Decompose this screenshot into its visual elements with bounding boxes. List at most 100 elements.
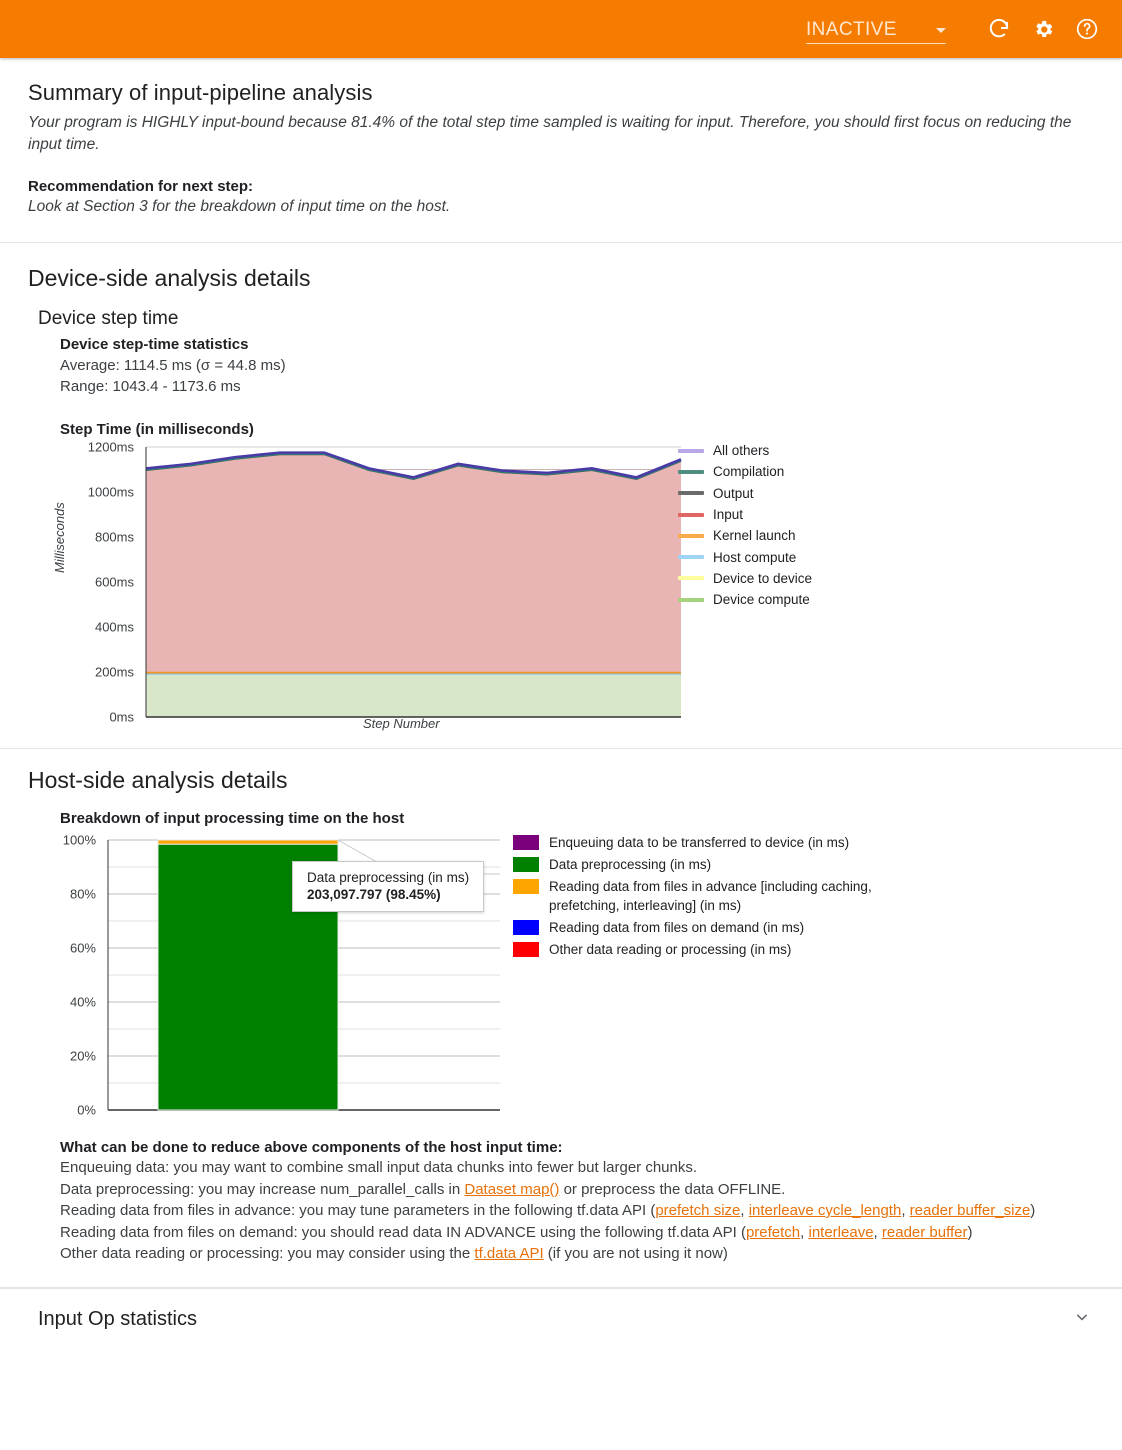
recommendation-label: Recommendation for next step: xyxy=(28,178,254,195)
advice-link[interactable]: prefetch xyxy=(745,1223,801,1241)
summary-title: Summary of input-pipeline analysis xyxy=(28,80,373,105)
legend-label: Input xyxy=(713,507,744,523)
advice-link[interactable]: Dataset map() xyxy=(464,1180,560,1198)
advice-link[interactable]: prefetch size xyxy=(655,1202,741,1219)
legend-swatch xyxy=(678,469,704,474)
chevron-down-icon xyxy=(936,28,946,33)
legend-swatch xyxy=(513,920,539,935)
legend-label: Device compute xyxy=(713,592,810,608)
chevron-down-icon[interactable] xyxy=(1072,1307,1092,1332)
host-breakdown-chart[interactable]: 0% 20% 40% 60% 80% 100% Data preprocessing (i… xyxy=(28,831,1088,1131)
svg-text:400ms: 400ms xyxy=(95,620,135,635)
legend-label: Reading data from files in advance [incl… xyxy=(549,879,872,913)
legend-item[interactable]: Compilation xyxy=(678,461,812,482)
svg-text:40%: 40% xyxy=(70,995,96,1010)
stats-range: Range: 1043.4 - 1173.6 ms xyxy=(60,378,241,395)
legend-item[interactable]: Enqueuing data to be transferred to devi… xyxy=(513,833,879,852)
legend-item[interactable]: Reading data from files in advance [incl… xyxy=(513,877,879,915)
step-time-chart-title: Step Time (in milliseconds) xyxy=(60,421,254,438)
legend-item[interactable]: Output xyxy=(678,483,812,504)
svg-text:100%: 100% xyxy=(63,833,97,848)
summary-section: Summary of input-pipeline analysis Your … xyxy=(0,58,1122,243)
device-section-title: Device-side analysis details xyxy=(28,265,311,291)
svg-text:800ms: 800ms xyxy=(95,530,135,545)
device-side-section: Device-side analysis details Device step… xyxy=(0,243,1122,749)
tooltip-value: 203,097.797 (98.45%) xyxy=(307,887,441,902)
legend-swatch xyxy=(678,512,704,517)
advice-line: Other data reading or processing: you ma… xyxy=(60,1245,728,1262)
refresh-icon[interactable] xyxy=(982,12,1016,46)
legend-label: Host compute xyxy=(713,549,797,565)
legend-item[interactable]: All others xyxy=(678,440,812,461)
legend-label: All others xyxy=(713,443,770,459)
svg-text:200ms: 200ms xyxy=(95,665,135,680)
legend-label: Device to device xyxy=(713,570,813,586)
step-chart-plot[interactable]: 0ms 200ms 400ms 600ms 800ms 1000ms 1200ms xyxy=(38,438,698,728)
host-advice-block: What can be done to reduce above compone… xyxy=(60,1139,1094,1265)
svg-text:1000ms: 1000ms xyxy=(88,485,135,500)
device-step-time-statistics: Device step-time statistics Average: 111… xyxy=(60,336,1094,397)
host-side-section: Host-side analysis details Breakdown of … xyxy=(0,749,1122,1288)
legend-swatch xyxy=(678,555,704,560)
legend-item[interactable]: Device to device xyxy=(678,568,812,589)
device-step-time-title: Device step time xyxy=(38,308,179,329)
stats-average: Average: 1114.5 ms (σ = 44.8 ms) xyxy=(60,357,286,374)
legend-label: Data preprocessing (in ms) xyxy=(549,857,712,872)
advice-link[interactable]: interleave cycle_length xyxy=(748,1202,902,1219)
legend-label: Reading data from files on demand (in ms… xyxy=(549,920,805,935)
legend-swatch xyxy=(678,448,704,453)
tooltip-label: Data preprocessing (in ms) xyxy=(307,870,470,885)
svg-text:1200ms: 1200ms xyxy=(88,440,135,455)
run-selector-value: INACTIVE xyxy=(806,19,897,40)
legend-item[interactable]: Other data reading or processing (in ms) xyxy=(513,940,879,959)
advice-link[interactable]: interleave xyxy=(808,1223,874,1241)
summary-body: Your program is HIGHLY input-bound becau… xyxy=(28,114,1072,153)
step-chart-ylabel: Milliseconds xyxy=(52,502,67,573)
host-chart-legend: Enqueuing data to be transferred to devi… xyxy=(513,833,879,962)
gear-icon[interactable] xyxy=(1026,12,1060,46)
advice-link[interactable]: reader buffer_size xyxy=(909,1202,1031,1219)
svg-text:80%: 80% xyxy=(70,887,96,902)
advice-line: Enqueuing data: you may want to combine … xyxy=(60,1159,698,1176)
legend-item[interactable]: Reading data from files on demand (in ms… xyxy=(513,918,879,937)
advice-lines: Enqueuing data: you may want to combine … xyxy=(60,1157,1094,1265)
host-chart-title: Breakdown of input processing time on th… xyxy=(60,810,405,827)
step-chart-xlabel: Step Number xyxy=(363,716,440,731)
legend-swatch xyxy=(678,576,704,581)
input-op-statistics-panel[interactable]: Input Op statistics xyxy=(0,1287,1122,1350)
legend-item[interactable]: Device compute xyxy=(678,589,812,610)
advice-line: Reading data from files on demand: you s… xyxy=(60,1223,973,1241)
run-selector[interactable]: INACTIVE xyxy=(806,14,946,44)
advice-link[interactable]: reader buffer xyxy=(881,1223,968,1241)
legend-swatch xyxy=(678,597,704,602)
legend-label: Output xyxy=(713,485,754,501)
svg-text:600ms: 600ms xyxy=(95,575,135,590)
legend-swatch xyxy=(513,857,539,872)
legend-swatch xyxy=(678,533,704,538)
advice-link[interactable]: tf.data API xyxy=(474,1245,544,1262)
step-chart-legend: All others Compilation Output Input Kernel l… xyxy=(678,440,812,610)
advice-line: Data preprocessing: you may increase num… xyxy=(60,1180,786,1198)
panel-title: Input Op statistics xyxy=(38,1307,197,1330)
recommendation-body: Look at Section 3 for the breakdown of i… xyxy=(28,198,451,215)
legend-label: Compilation xyxy=(713,464,785,480)
advice-line: Reading data from files in advance: you … xyxy=(60,1202,1036,1219)
chart-tooltip: Data preprocessing (in ms) 203,097.797 (… xyxy=(292,861,485,912)
svg-text:0ms: 0ms xyxy=(109,710,134,725)
step-time-chart[interactable]: Milliseconds 0ms 200ms 400ms 600ms 800ms 1000… xyxy=(38,438,918,738)
svg-text:20%: 20% xyxy=(70,1049,96,1064)
legend-item[interactable]: Kernel launch xyxy=(678,525,812,546)
legend-item[interactable]: Data preprocessing (in ms) xyxy=(513,855,879,874)
legend-item[interactable]: Input xyxy=(678,504,812,525)
top-toolbar: INACTIVE xyxy=(0,0,1122,58)
svg-text:60%: 60% xyxy=(70,941,96,956)
legend-label: Other data reading or processing (in ms) xyxy=(549,942,792,957)
stats-heading: Device step-time statistics xyxy=(60,336,249,353)
help-icon[interactable] xyxy=(1070,12,1104,46)
legend-swatch xyxy=(513,879,539,894)
advice-heading: What can be done to reduce above compone… xyxy=(60,1139,563,1156)
legend-label: Enqueuing data to be transferred to devi… xyxy=(549,835,850,850)
host-section-title: Host-side analysis details xyxy=(28,767,288,793)
legend-label: Kernel launch xyxy=(713,528,796,544)
legend-item[interactable]: Host compute xyxy=(678,546,812,567)
